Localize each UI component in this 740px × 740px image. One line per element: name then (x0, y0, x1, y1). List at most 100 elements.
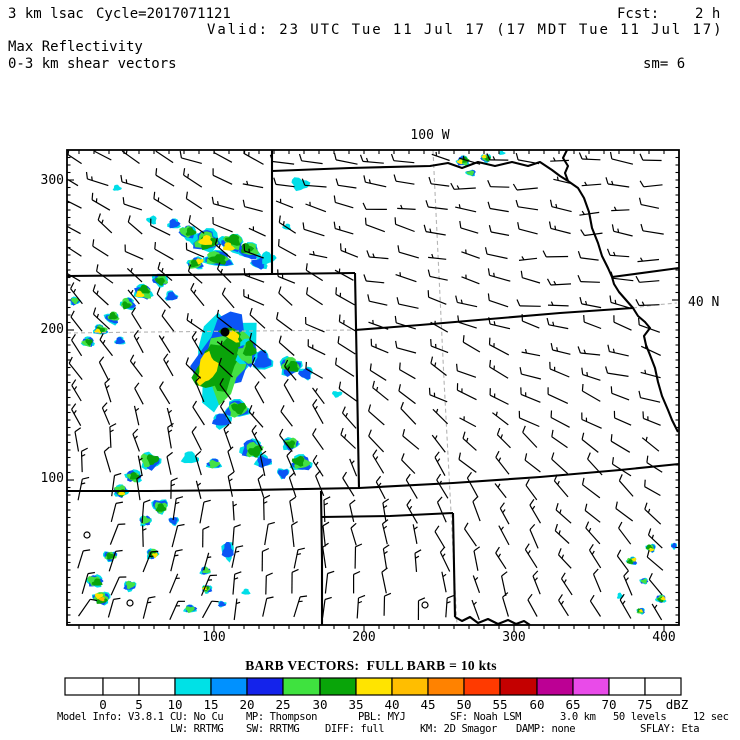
barb-staff (372, 455, 385, 474)
map-frame (66, 149, 680, 631)
barb-staff (550, 283, 572, 286)
barb-full (472, 496, 479, 503)
barb-staff (516, 187, 538, 191)
bottom-axis-tick-label: 100 (202, 630, 226, 645)
longitude-label-100w: 100 W (410, 128, 450, 143)
barb-full (395, 340, 398, 348)
barb-half (253, 431, 258, 436)
border-red-river (454, 615, 531, 625)
barb-half (563, 579, 567, 584)
barb-full (191, 331, 197, 338)
barb-staff (312, 387, 325, 405)
barb-staff (254, 386, 265, 404)
barb-half (400, 204, 403, 209)
barb-half (96, 313, 99, 318)
barb-full (581, 432, 585, 440)
barb-full (186, 313, 189, 321)
barb-staff (169, 573, 179, 594)
barb-staff (215, 244, 231, 259)
barb-staff (74, 431, 80, 452)
colorbar-cell (427, 677, 465, 696)
reflectivity-blob (649, 547, 654, 552)
barb-full (524, 453, 528, 461)
reflectivity-blob (261, 251, 277, 265)
barb-staff (579, 211, 600, 216)
reflectivity-blob (253, 350, 272, 368)
barb-staff (242, 183, 264, 189)
barb-staff (414, 553, 418, 572)
border-wy-co (67, 272, 273, 278)
barb-staff (454, 187, 476, 190)
barb-full (459, 220, 462, 228)
barb-half (125, 179, 128, 184)
barb-staff (489, 299, 509, 308)
barb-staff (550, 416, 570, 428)
model-info-item: DAMP: none (516, 723, 576, 735)
barb-full (401, 453, 405, 461)
barb-full (243, 243, 246, 252)
reflectivity-blob (481, 154, 487, 159)
barb-staff (580, 352, 601, 356)
barb-staff (459, 417, 477, 428)
model-info-item: SFLAY: Eta (640, 723, 700, 735)
barb-full (581, 383, 584, 392)
barb-full (484, 247, 488, 255)
barb-full (405, 473, 411, 481)
barb-staff (623, 575, 633, 596)
barb-half (585, 300, 588, 306)
barb-staff (77, 550, 84, 569)
barb-staff (305, 368, 323, 379)
barb-full (70, 282, 75, 289)
barb-staff (293, 596, 301, 618)
barb-staff (188, 270, 203, 284)
barb-half (581, 210, 585, 215)
barb-full (517, 222, 520, 230)
barb-staff (640, 371, 661, 379)
barb-full (136, 474, 143, 480)
reflectivity-blob (135, 290, 145, 298)
barb-staff (200, 575, 211, 596)
barb-staff (395, 274, 417, 283)
barb-staff (381, 571, 387, 594)
border-lat-37n (67, 462, 679, 493)
barb-staff (618, 480, 634, 497)
barb-staff (185, 363, 202, 379)
barb-staff (142, 551, 152, 573)
barb-half (555, 203, 558, 209)
barb-full (98, 356, 105, 363)
barb-staff (280, 411, 293, 427)
barb-half (429, 228, 432, 233)
barb-full (101, 402, 108, 409)
barb-staff (121, 181, 143, 189)
barb-full (251, 357, 256, 364)
barb-full (71, 333, 76, 341)
barb-half (458, 204, 461, 209)
barb-full (188, 215, 191, 223)
barb-full (394, 217, 397, 225)
barb-full (585, 521, 590, 529)
reflectivity-blob (285, 440, 296, 449)
barb-full (458, 452, 461, 460)
barb-staff (259, 455, 266, 477)
barb-full (337, 336, 340, 344)
barb-staff (490, 186, 510, 188)
barb-staff (293, 549, 299, 569)
barb-full (96, 264, 99, 272)
barb-half (138, 457, 143, 461)
barb-staff (611, 392, 630, 401)
barb-full (487, 293, 490, 301)
barb-full (402, 429, 406, 437)
valid-time-label: Valid: 23 UTC Tue 11 Jul 17 (17 MDT Tue … (207, 22, 724, 38)
barb-staff (349, 504, 355, 523)
barb-full (312, 428, 317, 435)
barb-staff (522, 431, 538, 448)
barb-staff (522, 277, 541, 284)
barb-half (315, 461, 319, 466)
barb-full (363, 175, 366, 183)
barb-half (442, 553, 446, 558)
barb-staff (473, 550, 479, 571)
colorbar-cell (102, 677, 140, 696)
reflectivity-blob (185, 227, 197, 236)
barb-staff (141, 502, 145, 524)
barb-staff (195, 480, 202, 499)
